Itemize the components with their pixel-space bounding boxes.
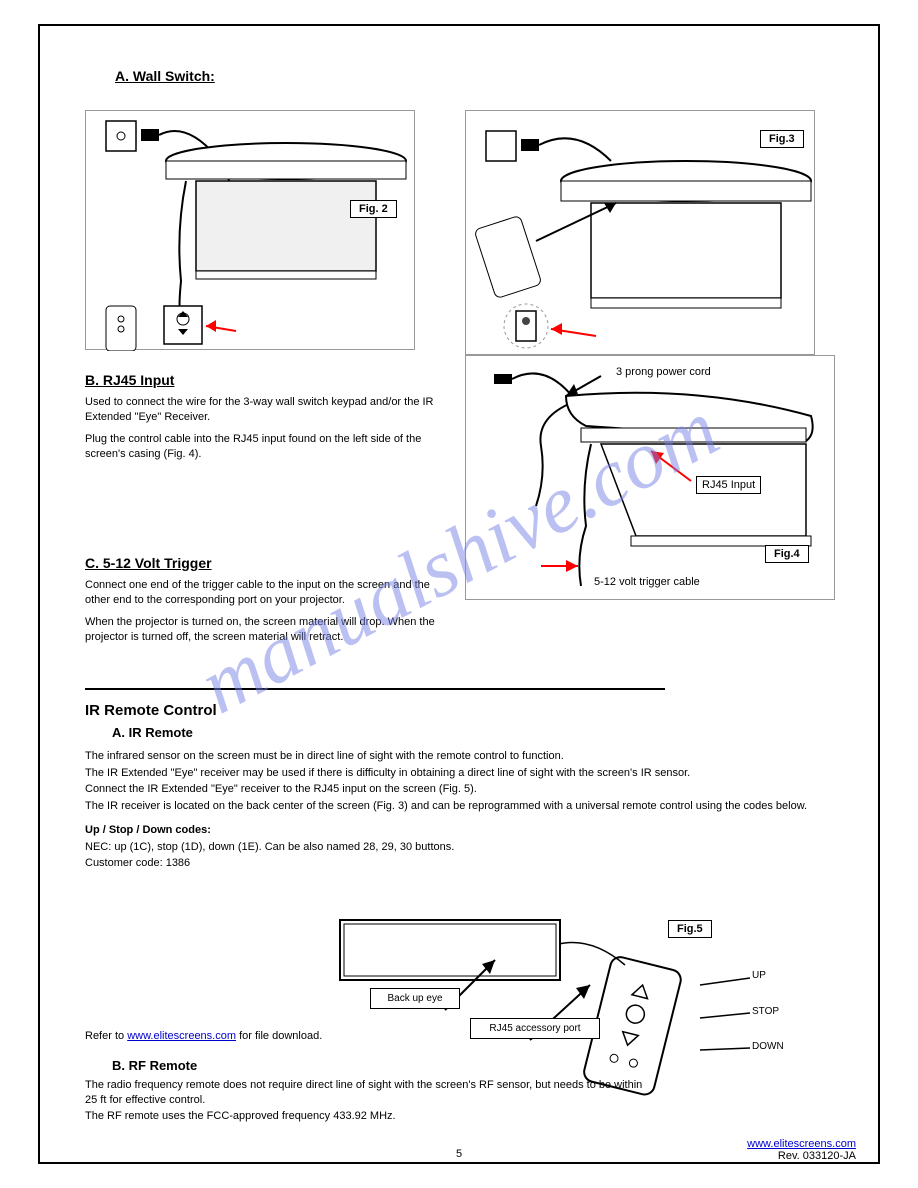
ir-sub-text: IR Remote — [129, 725, 193, 740]
ir-line4: The IR receiver is located on the back c… — [85, 798, 835, 815]
refer-tail: for file download. — [239, 1030, 322, 1042]
trigger-line2: When the projector is turned on, the scr… — [85, 615, 455, 646]
rj45-line2: Plug the control cable into the RJ45 inp… — [85, 432, 445, 463]
ir-body: The infrared sensor on the screen must b… — [85, 748, 835, 872]
figure-2-diagram — [86, 111, 416, 351]
section-divider — [85, 688, 665, 690]
rf-letter: B. — [112, 1058, 125, 1073]
ir-line2: The IR Extended "Eye" receiver may be us… — [85, 765, 835, 782]
up-label: UP — [752, 970, 766, 981]
rj45-line1: Used to connect the wire for the 3-way w… — [85, 395, 445, 426]
page-number: 5 — [456, 1148, 462, 1160]
rf-line1: The radio frequency remote does not requ… — [85, 1078, 645, 1109]
ir-line3: Connect the IR Extended "Eye" receiver t… — [85, 781, 835, 798]
elite-link[interactable]: www.elitescreens.com — [127, 1030, 236, 1042]
fig4-label: Fig.4 — [765, 545, 809, 563]
ir-line1: The infrared sensor on the screen must b… — [85, 748, 835, 765]
rf-heading: B. RF Remote — [112, 1058, 197, 1073]
footer: www.elitescreens.com Rev. 033120-JA — [747, 1138, 856, 1162]
backup-eye-label: Back up eye — [370, 988, 460, 1009]
trigger-line1: Connect one end of the trigger cable to … — [85, 578, 455, 609]
rj45-input-label: RJ45 Input — [696, 476, 761, 494]
heading-letter: C. — [85, 555, 99, 571]
fig2-label: Fig. 2 — [350, 200, 397, 218]
trigger-cable-label: 5-12 volt trigger cable — [594, 576, 700, 588]
fig5-label: Fig.5 — [668, 920, 712, 938]
ir-main-heading: IR Remote Control — [85, 702, 217, 719]
prong-label: 3 prong power cord — [616, 366, 711, 378]
codes-header: Up / Stop / Down codes: — [85, 822, 835, 839]
down-label: DOWN — [752, 1041, 784, 1052]
figure-4-diagram — [466, 356, 836, 601]
fig3-label: Fig.3 — [760, 130, 804, 148]
heading-text: RJ45 Input — [103, 372, 175, 388]
rf-text: RF Remote — [129, 1058, 198, 1073]
trigger-body: Connect one end of the trigger cable to … — [85, 578, 455, 646]
heading-text: Wall Switch: — [133, 68, 215, 84]
ir-sub-letter: A. — [112, 725, 125, 740]
heading-letter: A. — [115, 68, 129, 84]
rf-body: The radio frequency remote does not requ… — [85, 1078, 645, 1124]
ir-sub-heading: A. IR Remote — [112, 725, 193, 740]
heading-letter: B. — [85, 372, 99, 388]
figure-2-box — [85, 110, 415, 350]
trigger-heading: C. 5-12 Volt Trigger — [85, 555, 212, 571]
stop-label: STOP — [752, 1006, 779, 1017]
footer-link[interactable]: www.elitescreens.com — [747, 1138, 856, 1150]
figure-5-area: Back up eye RJ45 accessory port UP STOP … — [330, 910, 760, 1100]
heading-text: 5-12 Volt Trigger — [103, 555, 212, 571]
rj45-port-label: RJ45 accessory port — [470, 1018, 600, 1039]
footer-rev: Rev. 033120-JA — [747, 1150, 856, 1162]
rf-line2: The RF remote uses the FCC-approved freq… — [85, 1109, 645, 1124]
refer-line: Refer to www.elitescreens.com for file d… — [85, 1030, 322, 1042]
figure-4-box: 3 prong power cord RJ45 Input 5-12 volt … — [465, 355, 835, 600]
codes-custom: Customer code: 1386 — [85, 855, 835, 872]
refer-prefix: Refer to — [85, 1030, 124, 1042]
rj45-body: Used to connect the wire for the 3-way w… — [85, 395, 445, 463]
wall-switch-heading: A. Wall Switch: — [115, 68, 215, 84]
codes-nec: NEC: up (1C), stop (1D), down (1E). Can … — [85, 839, 835, 856]
rj45-heading: B. RJ45 Input — [85, 372, 174, 388]
